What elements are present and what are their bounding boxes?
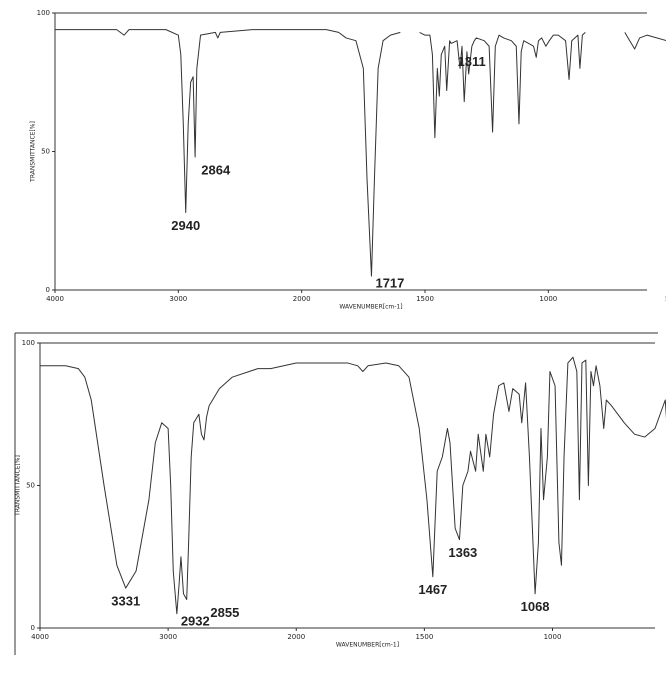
y-tick-label: 50	[26, 482, 35, 490]
y-tick-label: 50	[41, 148, 50, 156]
x-tick-label: 3000	[169, 295, 187, 303]
peak-label: 1068	[521, 599, 550, 614]
peak-label: 1467	[418, 582, 447, 597]
y-tick-label: 100	[37, 9, 50, 17]
y-tick-label: 0	[31, 624, 35, 632]
x-tick-label: 1000	[539, 295, 557, 303]
spectrum-line	[40, 356, 666, 615]
peak-label: 2855	[210, 605, 239, 620]
y-axis-label: TRANSMITTANCE[%]	[30, 121, 37, 183]
x-tick-label: 1500	[416, 295, 434, 303]
peak-label: 1311	[458, 54, 486, 69]
peak-label: 2940	[171, 218, 200, 233]
peak-label: 2932	[181, 613, 210, 628]
peak-label: 1717	[375, 275, 404, 290]
x-axis-label: WAVENUMBER[cm-1]	[336, 642, 399, 649]
x-tick-label: 1000	[544, 633, 562, 641]
x-tick-label: 2000	[293, 295, 311, 303]
y-tick-label: 100	[22, 339, 35, 347]
y-tick-label: 0	[46, 286, 50, 294]
y-axis-label: TRANSMITTANCE[%]	[15, 455, 22, 517]
x-tick-label: 4000	[46, 295, 64, 303]
x-tick-label: 4000	[31, 633, 49, 641]
x-tick-label: 1500	[415, 633, 433, 641]
peak-label: 1363	[448, 545, 477, 560]
x-tick-label: 3000	[159, 633, 177, 641]
x-tick-label: 500	[665, 295, 666, 303]
peak-label: 2864	[201, 162, 231, 177]
spectrum-line	[55, 29, 666, 277]
peak-label: 3331	[111, 594, 140, 609]
x-tick-label: 2000	[287, 633, 305, 641]
x-axis-label: WAVENUMBER[cm-1]	[339, 304, 402, 311]
